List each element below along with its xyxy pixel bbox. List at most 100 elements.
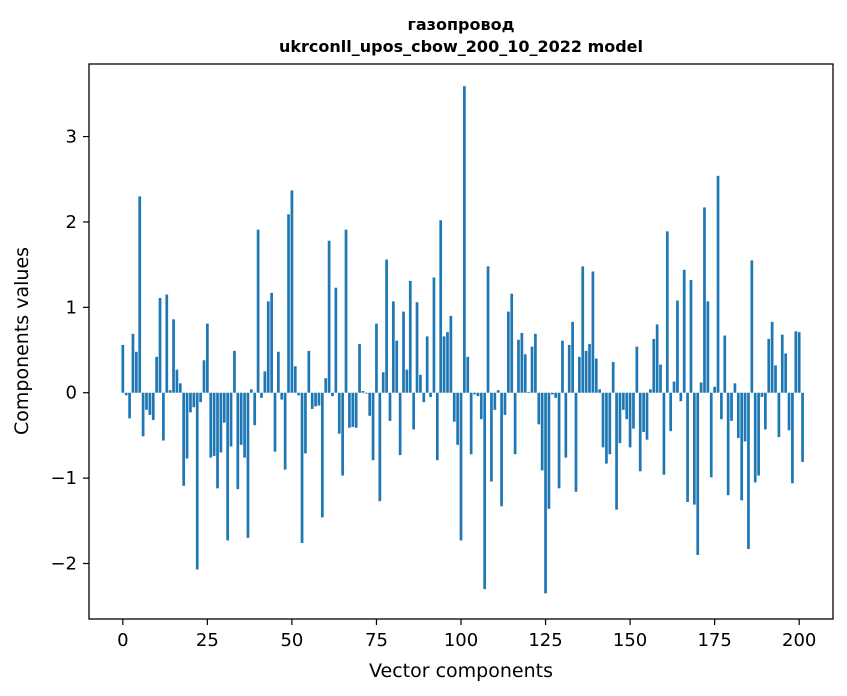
bar (310, 392, 314, 409)
bar (358, 344, 361, 393)
bar (249, 389, 253, 393)
bar (659, 364, 662, 393)
bar (364, 392, 368, 394)
bar (155, 356, 158, 393)
bar (145, 392, 148, 410)
bar (601, 392, 605, 448)
bar (419, 374, 422, 393)
bar (168, 390, 172, 393)
bar (574, 392, 578, 492)
x-tick-label: 50 (280, 630, 303, 651)
bar (594, 358, 598, 393)
bar (270, 292, 273, 393)
bar (506, 311, 510, 393)
x-tick-label: 25 (196, 630, 219, 651)
y-tick-label: 3 (66, 127, 77, 148)
bar (351, 392, 355, 427)
bar (588, 344, 591, 393)
bar (334, 287, 338, 393)
x-tick-label: 125 (528, 630, 562, 651)
bar (649, 389, 652, 393)
bar (442, 336, 446, 393)
bar (473, 392, 476, 395)
bar (523, 354, 527, 393)
bar (185, 392, 189, 459)
bar (534, 333, 537, 393)
bar (605, 392, 608, 464)
bar (189, 392, 192, 413)
bar (239, 392, 243, 445)
bar (202, 360, 206, 393)
bar (446, 332, 449, 393)
bar (625, 392, 629, 420)
x-tick-label: 175 (697, 630, 731, 651)
bar (689, 280, 693, 393)
bar (236, 392, 240, 490)
bar (331, 392, 334, 397)
bar (733, 383, 737, 393)
bar (429, 392, 432, 397)
bar (780, 334, 784, 393)
bar (621, 392, 625, 410)
bar (385, 259, 388, 393)
bar (628, 392, 632, 448)
bar (598, 389, 602, 393)
bar (226, 392, 230, 541)
bar (510, 293, 514, 393)
bar (764, 392, 767, 430)
bar (354, 392, 358, 428)
bar (246, 392, 250, 538)
bar (794, 331, 798, 393)
bar (784, 353, 788, 393)
bar (740, 392, 744, 501)
bar (402, 311, 405, 393)
bar (672, 381, 676, 393)
bar (121, 344, 125, 393)
bar (375, 323, 378, 393)
bar (138, 196, 142, 393)
bar (530, 346, 534, 393)
bar (344, 229, 348, 393)
bar (476, 392, 480, 397)
bar (743, 392, 747, 442)
bar-series (121, 86, 804, 594)
bar (767, 338, 771, 393)
bar (148, 392, 152, 415)
y-axis-ticks: −2 −1 0 1 2 3 (50, 127, 89, 575)
bar (564, 392, 568, 458)
bar (317, 392, 321, 406)
bar (490, 392, 493, 482)
bar (266, 301, 270, 393)
bar (222, 392, 226, 423)
bar (469, 392, 473, 455)
y-tick-label: 2 (66, 212, 77, 233)
bar (801, 392, 804, 462)
bar (561, 340, 564, 393)
bar (361, 391, 365, 393)
bar (679, 392, 683, 402)
bar (151, 392, 155, 421)
bar (682, 269, 686, 393)
bar (287, 214, 290, 393)
bar (293, 366, 297, 393)
bar (439, 220, 443, 393)
x-axis-ticks: 0 25 50 75 100 125 150 175 200 (117, 619, 816, 651)
bar (638, 392, 642, 472)
y-tick-label: −2 (50, 554, 77, 575)
bar (243, 392, 246, 458)
bar (635, 346, 639, 393)
bar (774, 365, 777, 393)
bar (158, 297, 162, 393)
bar (479, 392, 483, 420)
bar (233, 350, 236, 393)
bar (378, 392, 382, 502)
bar (341, 392, 344, 476)
bar (300, 392, 304, 544)
bar (716, 175, 720, 393)
bar (134, 351, 138, 393)
bar (662, 392, 666, 475)
bar (540, 392, 544, 471)
bar (371, 392, 375, 461)
bar (175, 369, 179, 393)
bar (199, 392, 202, 403)
